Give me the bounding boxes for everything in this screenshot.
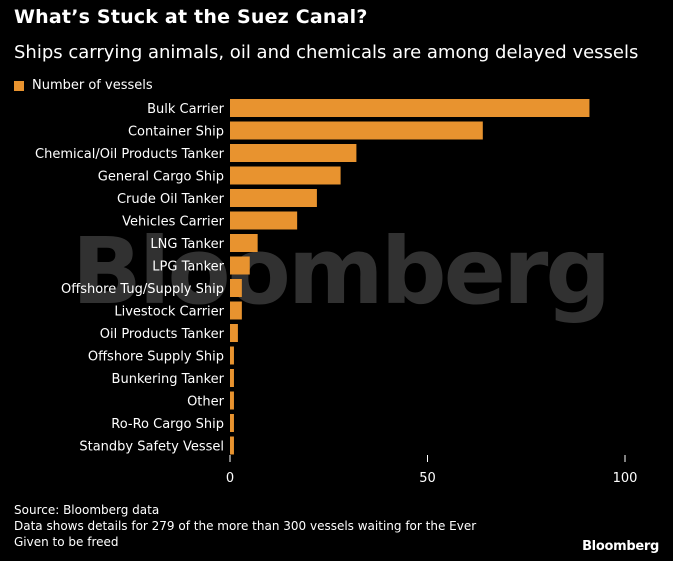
category-label: Standby Safety Vessel xyxy=(79,440,224,455)
x-tick-label: 0 xyxy=(226,471,234,486)
bar xyxy=(230,324,238,342)
bar xyxy=(230,256,250,275)
bars-layer xyxy=(230,99,590,455)
data-note-line-1: Data shows details for 279 of the more t… xyxy=(14,519,477,533)
category-label: Bunkering Tanker xyxy=(112,372,225,387)
chart-subtitle: Ships carrying animals, oil and chemical… xyxy=(14,42,639,63)
x-axis: 0 50 100 xyxy=(226,455,638,486)
bar xyxy=(230,144,357,162)
bar xyxy=(230,436,234,455)
category-label: Ro-Ro Cargo Ship xyxy=(111,417,224,432)
x-tick-label: 50 xyxy=(419,471,436,486)
source-note: Source: Bloomberg data xyxy=(14,503,160,517)
x-tick-label: 100 xyxy=(613,471,638,486)
bar xyxy=(230,166,341,185)
chart-title: What’s Stuck at the Suez Canal? xyxy=(14,6,368,28)
footer: Source: Bloomberg data Data shows detail… xyxy=(14,502,476,550)
bar xyxy=(230,234,258,252)
category-labels: Bulk Carrier Container Ship Chemical/Oil P… xyxy=(35,102,225,455)
category-label: LPG Tanker xyxy=(152,260,224,275)
bar xyxy=(230,211,298,230)
category-label: Chemical/Oil Products Tanker xyxy=(35,147,225,162)
category-label: Bulk Carrier xyxy=(147,102,225,117)
legend-swatch xyxy=(14,80,24,91)
category-label: Vehicles Carrier xyxy=(122,215,225,230)
bar xyxy=(230,279,242,297)
legend-label: Number of vessels xyxy=(32,78,153,93)
bar xyxy=(230,189,317,207)
category-label: LNG Tanker xyxy=(150,237,224,252)
brand-logo: Bloomberg xyxy=(582,539,659,554)
bar xyxy=(230,391,234,410)
category-label: Offshore Tug/Supply Ship xyxy=(61,282,224,297)
category-label: Crude Oil Tanker xyxy=(117,192,225,207)
bar xyxy=(230,414,234,432)
category-label: Container Ship xyxy=(128,125,224,140)
data-note-line-2: Given to be freed xyxy=(14,535,119,549)
category-label: Livestock Carrier xyxy=(114,305,224,320)
bar xyxy=(230,121,483,140)
bar xyxy=(230,99,590,117)
bar xyxy=(230,346,234,365)
category-label: Offshore Supply Ship xyxy=(88,350,224,365)
category-label: Other xyxy=(187,395,225,410)
bar xyxy=(230,301,242,320)
bar xyxy=(230,369,234,387)
legend: Number of vessels xyxy=(14,78,153,93)
category-label: General Cargo Ship xyxy=(98,170,224,185)
category-label: Oil Products Tanker xyxy=(100,327,225,342)
watermark-text: Bloomberg xyxy=(72,218,608,325)
